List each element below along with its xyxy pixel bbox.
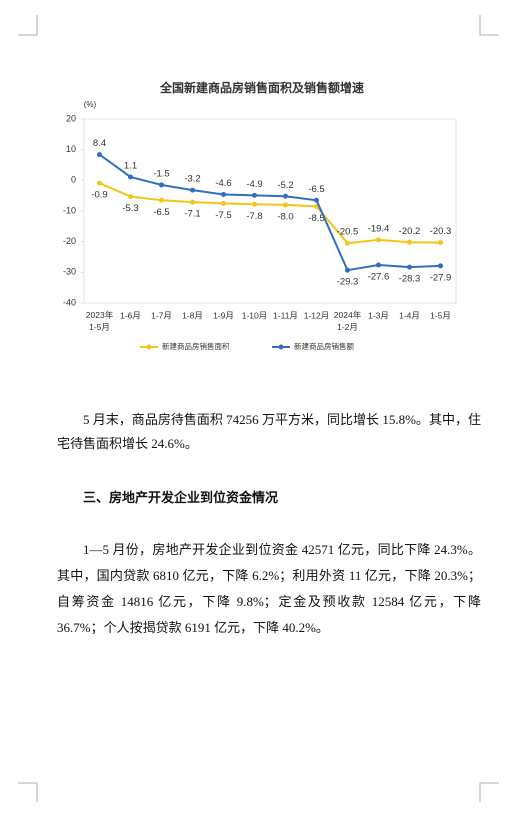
data-point	[252, 192, 257, 198]
data-label: -7.5	[215, 210, 231, 221]
data-label: -20.2	[399, 226, 421, 237]
section-heading: 三、房地产开发企业到位资金情况	[83, 490, 279, 505]
y-tick-label: -20	[63, 236, 76, 246]
x-tick-label: 1-8月	[182, 310, 203, 320]
data-point	[221, 191, 226, 197]
data-label: -0.9	[91, 190, 107, 201]
data-label: -8.5	[308, 213, 324, 224]
x-tick-label: 1-12月	[304, 310, 330, 320]
data-point	[128, 194, 133, 200]
data-label: -5.2	[277, 180, 293, 191]
data-point	[190, 199, 195, 205]
data-label: -3.2	[184, 174, 200, 185]
data-point	[438, 263, 443, 269]
series-line	[98, 153, 441, 272]
data-point	[128, 174, 133, 180]
data-point	[283, 193, 288, 199]
data-label: -27.6	[368, 271, 390, 282]
paragraph: 1—5 月份，房地产开发企业到位资金 42571 亿元，同比下降 24.3%。其…	[57, 542, 481, 635]
data-label: -4.6	[215, 178, 231, 189]
y-tick-label: 10	[66, 144, 76, 154]
x-tick-label: 1-3月	[368, 310, 389, 320]
data-point	[97, 152, 102, 158]
x-tick-label: 1-10月	[242, 310, 268, 320]
data-point	[407, 264, 412, 270]
legend-marker	[146, 344, 152, 350]
series-line	[99, 182, 441, 245]
data-label: -8.0	[277, 211, 293, 222]
data-point	[97, 180, 102, 186]
x-tick-label: 2024年 1-2月	[334, 310, 362, 332]
data-point	[345, 240, 350, 246]
data-point	[159, 197, 164, 203]
x-tick-label: 1-9月	[213, 310, 234, 320]
data-label: 1.1	[124, 160, 137, 171]
x-tick-label: 1-7月	[151, 310, 172, 320]
legend-marker	[278, 344, 284, 350]
data-point	[314, 197, 319, 203]
data-point	[159, 182, 164, 188]
y-tick-label: 20	[66, 113, 76, 123]
y-tick-label: -10	[63, 205, 76, 215]
paragraph: 5 月末，商品房待售面积 74256 万平方米，同比增长 15.8%。其中，住宅…	[57, 412, 481, 451]
data-label: -6.5	[308, 184, 324, 195]
y-tick-label: -40	[63, 297, 76, 307]
x-tick-label: 1-4月	[399, 310, 420, 320]
corner-marks	[18, 15, 499, 802]
data-point	[407, 239, 412, 245]
data-label: -20.3	[430, 226, 452, 237]
y-tick-label: -30	[63, 267, 76, 277]
data-label: 8.4	[93, 138, 106, 149]
data-label: -20.5	[337, 227, 359, 238]
legend-label: 新建商品房销售额	[294, 341, 354, 351]
legend-label: 新建商品房销售面积	[162, 341, 230, 351]
data-label: -1.5	[153, 168, 169, 179]
data-point	[283, 202, 288, 208]
data-point	[438, 240, 443, 246]
x-tick-label: 2023年 1-5月	[86, 310, 114, 332]
data-label: -28.3	[399, 274, 421, 285]
data-label: -19.4	[368, 223, 390, 234]
x-tick-label: 1-6月	[120, 310, 141, 320]
x-tick-label: 1-5月	[430, 310, 451, 320]
data-label: -7.8	[246, 211, 262, 222]
data-label: -4.9	[246, 179, 262, 190]
data-label: -6.5	[153, 207, 169, 218]
data-label: -29.3	[337, 277, 359, 288]
y-unit: (%)	[84, 100, 97, 109]
data-point	[252, 201, 257, 207]
x-tick-label: 1-11月	[273, 310, 298, 320]
data-point	[376, 262, 381, 268]
data-point	[221, 200, 226, 206]
data-point	[190, 187, 195, 193]
data-label: -27.9	[430, 272, 452, 283]
chart-title: 全国新建商品房销售面积及销售额增速	[159, 80, 364, 95]
data-point	[376, 237, 381, 243]
data-label: -5.3	[122, 203, 138, 214]
y-tick-label: 0	[71, 175, 76, 185]
data-label: -7.1	[184, 209, 200, 220]
data-point	[345, 267, 350, 273]
